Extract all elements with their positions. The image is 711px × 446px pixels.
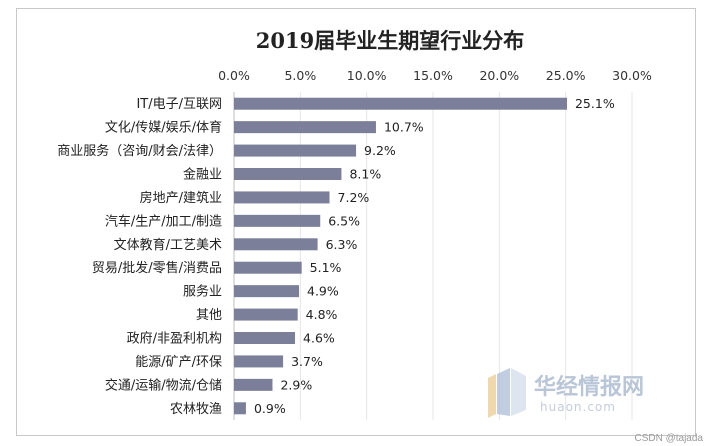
category-label: 服务业 bbox=[183, 284, 222, 300]
bar bbox=[234, 121, 376, 134]
bar bbox=[234, 308, 298, 321]
data-label: 4.9% bbox=[307, 284, 339, 299]
data-label: 4.6% bbox=[303, 331, 335, 346]
watermark: 华经情报网 huaon.com bbox=[488, 368, 644, 418]
bar bbox=[234, 238, 318, 251]
category-label: 商业服务（咨询/财会/法律） bbox=[57, 143, 222, 159]
data-label: 25.1% bbox=[575, 96, 615, 111]
category-label: 其他 bbox=[196, 308, 222, 323]
data-label: 5.1% bbox=[310, 260, 342, 275]
category-label: 文体教育/工艺美术 bbox=[114, 237, 222, 253]
category-label: 政府/非盈利机构 bbox=[127, 332, 222, 347]
chart-frame bbox=[16, 8, 696, 436]
bar bbox=[234, 355, 284, 368]
chart-title: 2019届毕业生期望行业分布 bbox=[256, 28, 524, 53]
category-label: 交通/运输/物流/仓储 bbox=[105, 377, 222, 393]
data-label: 3.7% bbox=[291, 354, 323, 369]
category-label: 房地产/建筑业 bbox=[140, 190, 222, 206]
x-tick-label: 10.0% bbox=[347, 68, 387, 83]
data-label: 8.1% bbox=[349, 167, 381, 182]
category-label: 贸易/批发/零售/消费品 bbox=[92, 260, 222, 276]
bar bbox=[234, 168, 342, 180]
x-tick-label: 25.0% bbox=[546, 68, 586, 83]
category-label: 能源/矿产/环保 bbox=[135, 355, 222, 370]
category-label: 文化/传媒/娱乐/体育 bbox=[105, 120, 222, 136]
x-tick-label: 20.0% bbox=[479, 68, 519, 83]
source-credit: CSDN @tajada bbox=[634, 433, 703, 444]
watermark-logo-icon bbox=[488, 368, 526, 418]
gridlines bbox=[233, 92, 633, 420]
bar bbox=[234, 97, 567, 110]
x-tick-label: 5.0% bbox=[284, 68, 316, 83]
data-label: 6.3% bbox=[326, 237, 358, 252]
category-label: 农林牧渔 bbox=[170, 402, 222, 417]
watermark-url: huaon.com bbox=[540, 400, 616, 414]
bar bbox=[234, 285, 300, 298]
category-label: 汽车/生产/加工/制造 bbox=[105, 213, 222, 229]
x-tick-label: 30.0% bbox=[612, 68, 652, 83]
data-label: 7.2% bbox=[338, 190, 370, 205]
data-labels: 25.1% 10.7% 9.2% 8.1% 7.2% 6.5% 6.3% 5.1% 4.9% 4.… bbox=[254, 96, 615, 416]
x-tick-label: 0.0% bbox=[218, 68, 250, 83]
x-tick-label: 15.0% bbox=[413, 68, 453, 83]
bar bbox=[234, 144, 357, 157]
data-label: 10.7% bbox=[384, 120, 424, 135]
bar bbox=[234, 332, 296, 344]
bar bbox=[234, 378, 273, 391]
bars bbox=[234, 97, 567, 415]
data-label: 6.5% bbox=[328, 213, 360, 228]
category-label: 金融业 bbox=[183, 167, 222, 183]
data-label: 2.9% bbox=[280, 377, 312, 392]
data-label: 9.2% bbox=[364, 143, 396, 158]
category-label: IT/电子/互联网 bbox=[136, 97, 222, 112]
bar bbox=[234, 261, 302, 274]
bar bbox=[234, 191, 330, 204]
data-label: 0.9% bbox=[254, 401, 286, 416]
bar bbox=[234, 214, 321, 227]
data-label: 4.8% bbox=[306, 307, 338, 322]
bar bbox=[234, 402, 246, 415]
watermark-name: 华经情报网 bbox=[534, 374, 644, 400]
x-tick-labels: 0.0% 5.0% 10.0% 15.0% 20.0% 25.0% 30.0% bbox=[218, 68, 652, 83]
